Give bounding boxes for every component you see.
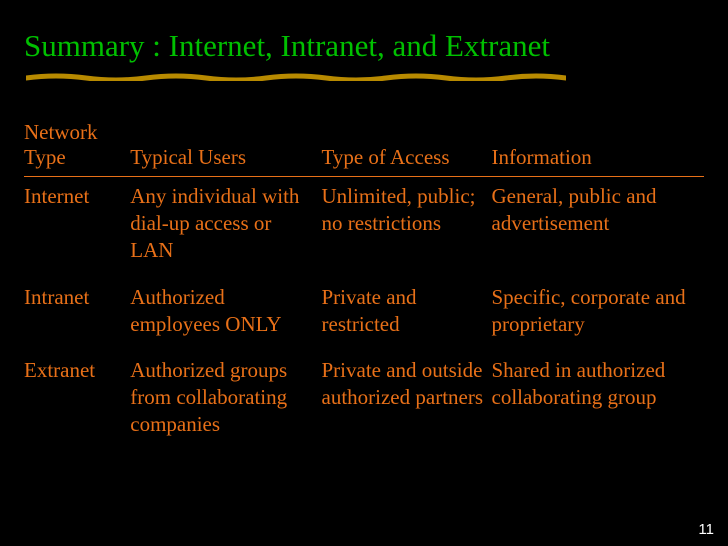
cell-users: Authorized employees ONLY — [130, 278, 321, 352]
page-number: 11 — [698, 521, 714, 538]
cell-information: Shared in authorized collaborating group — [492, 351, 705, 452]
column-header: Network Type — [24, 120, 130, 177]
slide: Summary : Internet, Intranet, and Extran… — [0, 0, 728, 546]
title-underline — [24, 68, 704, 86]
cell-information: Specific, corporate and proprietary — [492, 278, 705, 352]
column-header: Typical Users — [130, 120, 321, 177]
table-header-row: Network Type Typical Users Type of Acces… — [24, 120, 704, 177]
comparison-table: Network Type Typical Users Type of Acces… — [24, 120, 704, 452]
column-header: Information — [492, 120, 705, 177]
table-row: Intranet Authorized employees ONLY Priva… — [24, 278, 704, 352]
cell-access: Private and restricted — [322, 278, 492, 352]
cell-access: Unlimited, public; no restrictions — [322, 177, 492, 278]
cell-network-type: Extranet — [24, 351, 130, 452]
cell-users: Any individual with dial-up access or LA… — [130, 177, 321, 278]
cell-information: General, public and advertisement — [492, 177, 705, 278]
slide-title: Summary : Internet, Intranet, and Extran… — [24, 28, 704, 64]
cell-network-type: Intranet — [24, 278, 130, 352]
cell-users: Authorized groups from collaborating com… — [130, 351, 321, 452]
table-row: Internet Any individual with dial-up acc… — [24, 177, 704, 278]
table-row: Extranet Authorized groups from collabor… — [24, 351, 704, 452]
underline-icon — [26, 73, 566, 81]
column-header: Type of Access — [322, 120, 492, 177]
cell-network-type: Internet — [24, 177, 130, 278]
cell-access: Private and outside authorized partners — [322, 351, 492, 452]
